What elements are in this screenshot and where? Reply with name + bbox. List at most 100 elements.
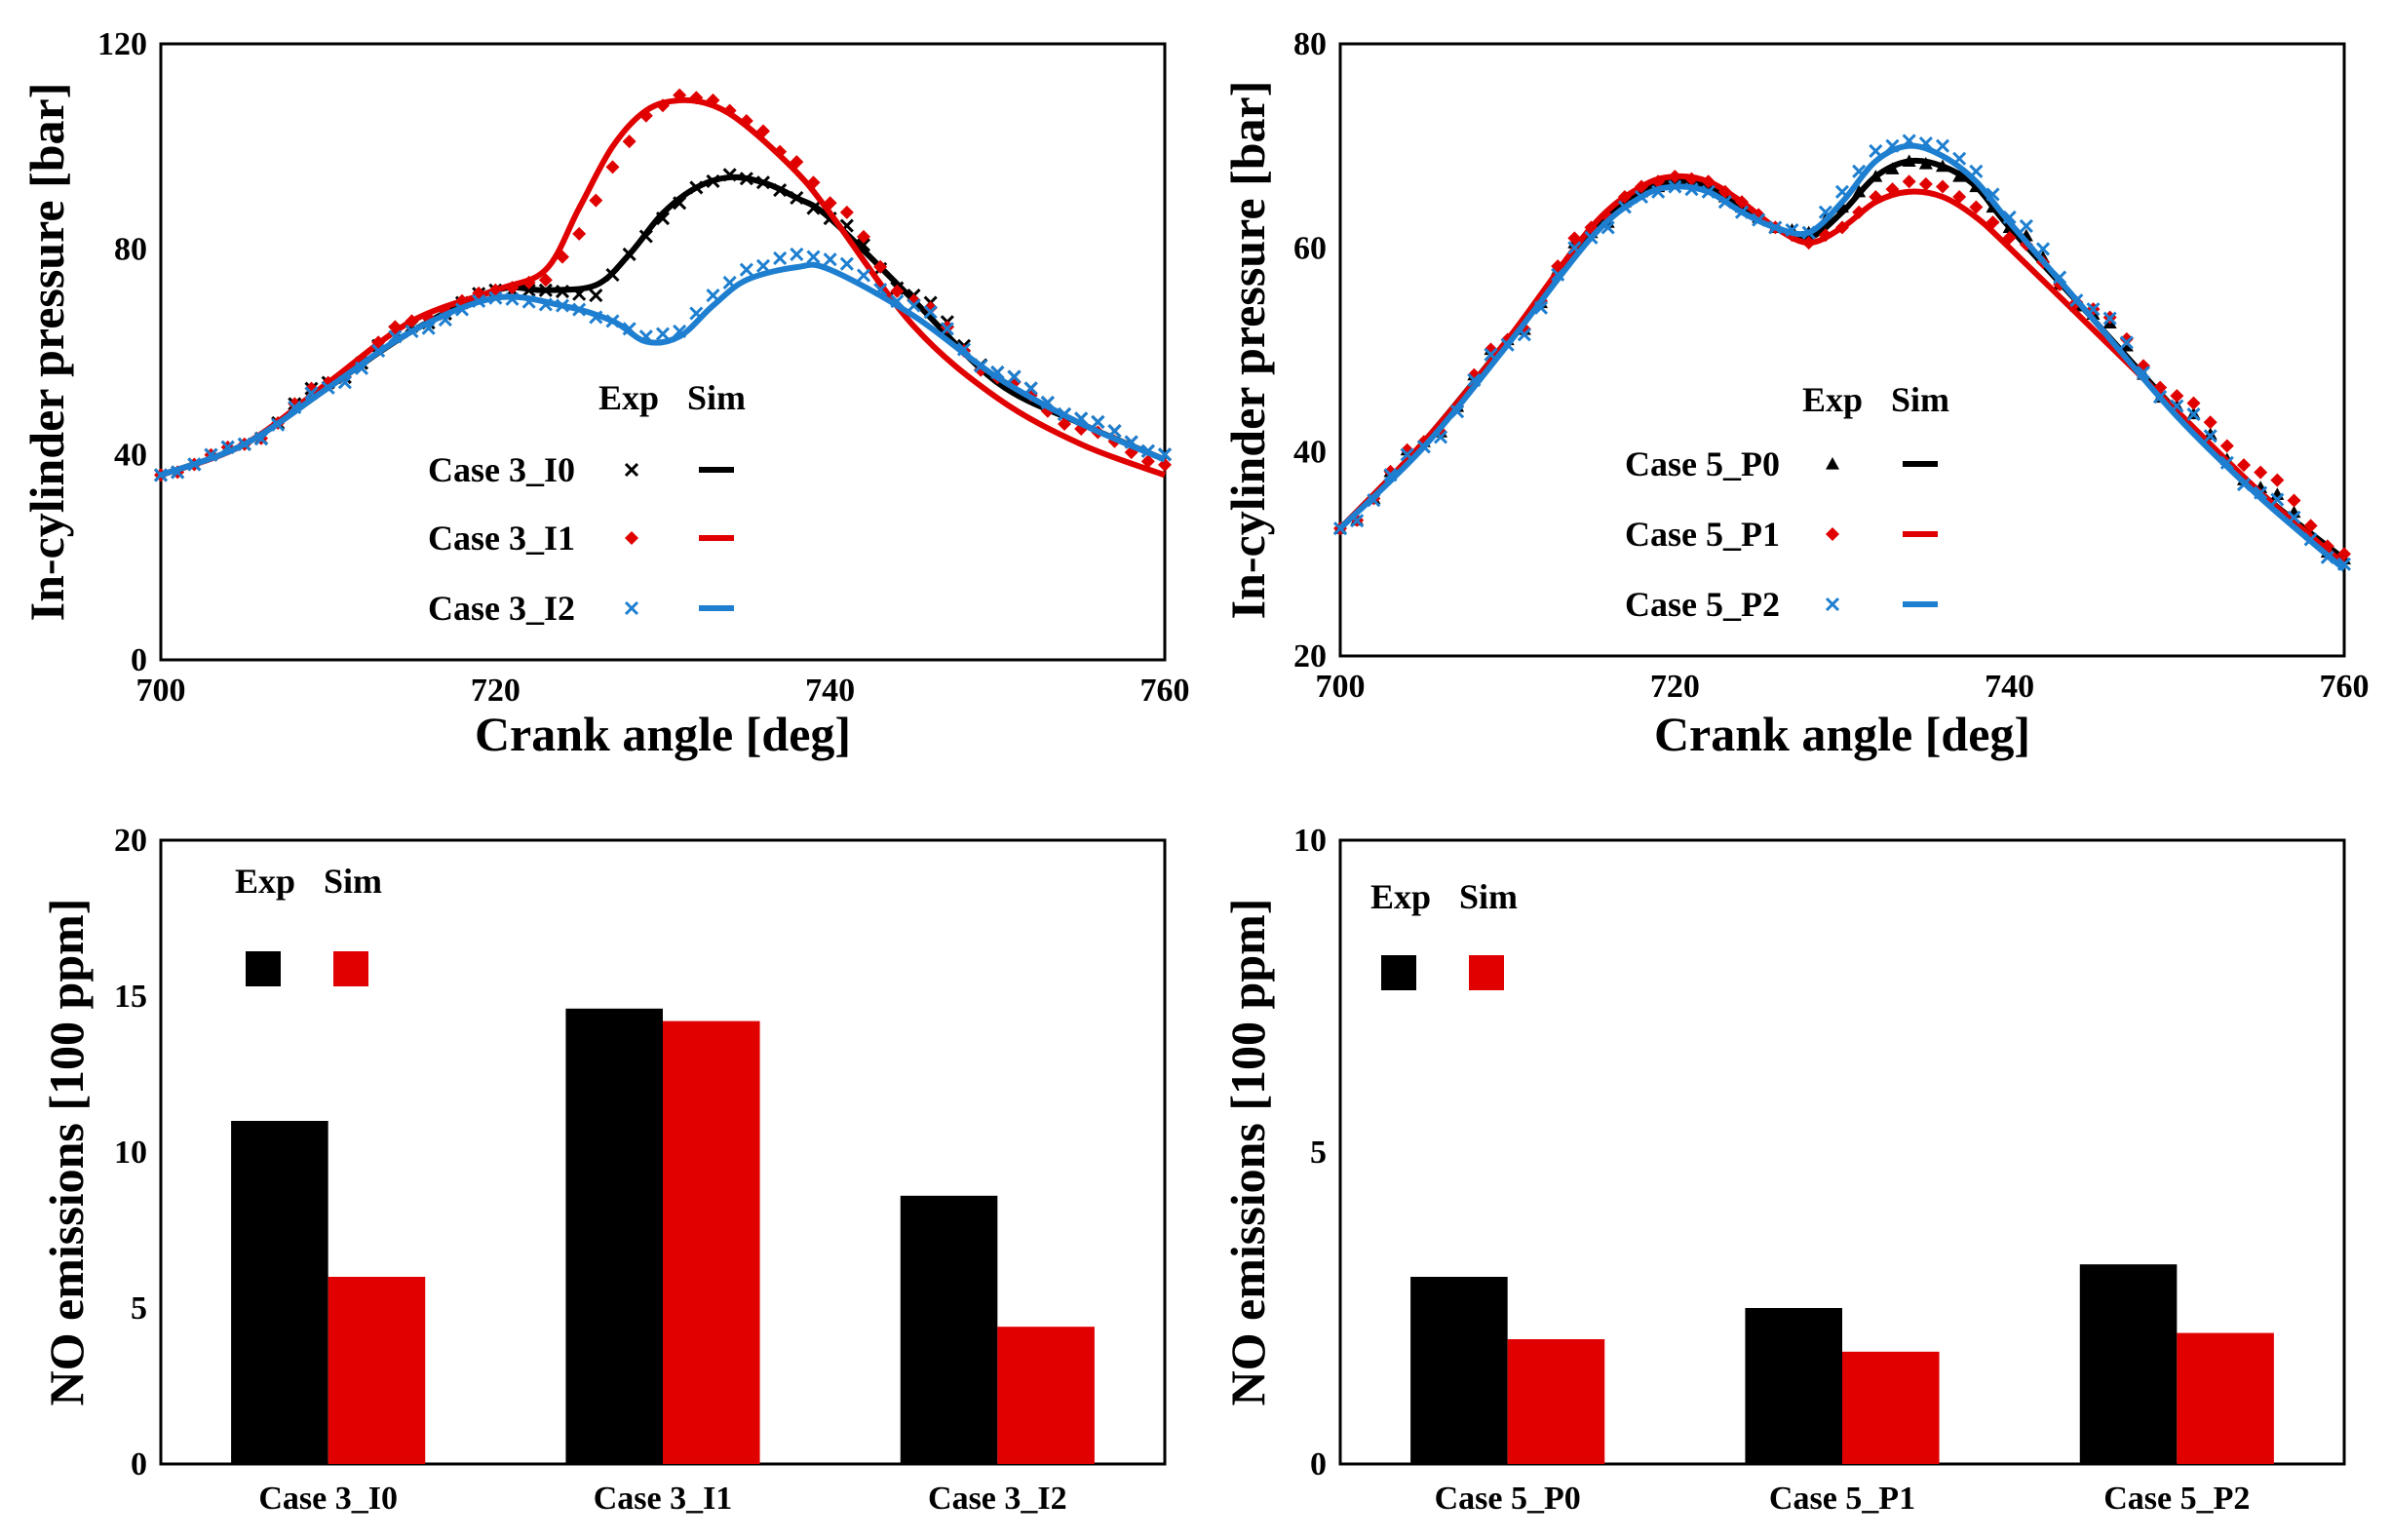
exp-point	[2287, 493, 2301, 508]
x-tick-label: 740	[1985, 669, 2034, 705]
exp-point	[2203, 415, 2217, 430]
sim-line	[1337, 173, 2346, 567]
legend-marker	[1826, 527, 1839, 541]
legend-marker	[625, 531, 638, 545]
legend-header: Sim	[324, 862, 382, 901]
sim-line	[159, 173, 1167, 479]
exp-point	[2119, 331, 2134, 346]
y-axis-title: NO emissions [100 ppm]	[1220, 899, 1275, 1406]
exp-point	[839, 256, 854, 271]
bar-exp-case-3_i0	[231, 1121, 328, 1464]
y-tick-label: 40	[1293, 435, 1327, 471]
exp-point	[823, 252, 837, 267]
no-emissions-chart-case5: 0 5 10 NO emissions [100 ppm] Case 5_P0 Case …	[1220, 823, 2346, 1517]
exp-point	[906, 298, 921, 313]
legend-label: Case 5_P0	[1625, 444, 1780, 483]
y-tick-label: 80	[1293, 26, 1327, 62]
legend-label: Case 3_I2	[428, 589, 575, 628]
exp-point	[605, 160, 620, 174]
bar-exp-case-5_p1	[1745, 1308, 1842, 1464]
legend-marker	[624, 462, 639, 478]
exp-point	[2170, 389, 2184, 404]
exp-point	[857, 229, 870, 244]
legend-marker	[1826, 457, 1839, 470]
y-tick-label: 0	[131, 1446, 147, 1482]
y-tick-label: 120	[97, 26, 147, 62]
series-case-3_i2	[153, 247, 1173, 482]
legend: Exp Sim Case 3_I0 Case 3_I1 Case 3_I2	[428, 378, 746, 628]
y-tick-label: 5	[1310, 1135, 1327, 1171]
x-axis-title: Crank angle [deg]	[475, 707, 851, 761]
exp-point	[1918, 176, 1933, 191]
category-label: Case 5_P2	[2103, 1481, 2250, 1517]
exp-point	[2119, 335, 2134, 350]
plot-frame	[1338, 42, 2346, 658]
exp-point	[856, 268, 871, 283]
exp-point	[2186, 407, 2201, 422]
exp-point	[1969, 200, 1984, 214]
exp-point	[923, 300, 938, 315]
series-case-3_i1	[154, 88, 1172, 482]
category-label: Case 3_I2	[928, 1481, 1067, 1517]
x-tick-label: 720	[1650, 669, 1700, 705]
legend-header: Exp	[1370, 877, 1431, 916]
y-tick-label: 10	[1293, 823, 1327, 859]
exp-point	[2102, 311, 2117, 326]
series-case-3_i0	[153, 168, 1173, 482]
exp-point	[773, 250, 788, 265]
legend: Exp Sim Case 5_P0 Case 5_P1 Case 5_P2	[1625, 380, 1949, 624]
legend-header: Sim	[1891, 380, 1949, 419]
exp-point	[1058, 416, 1071, 431]
y-axis-title: In-cylinder pressure [bar]	[1220, 81, 1275, 620]
x-tick-label: 700	[136, 673, 186, 709]
exp-point	[589, 289, 603, 303]
x-tick-label: 760	[1140, 673, 1190, 709]
exp-point	[755, 258, 771, 273]
exp-point	[2019, 218, 2033, 233]
legend-label: Case 5_P2	[1625, 585, 1780, 624]
category-label: Case 5_P1	[1769, 1481, 1915, 1517]
legend-swatch	[333, 951, 368, 986]
sim-line	[159, 96, 1167, 479]
exp-point	[790, 247, 804, 261]
x-axis-title: Crank angle [deg]	[1654, 707, 2030, 761]
exp-point	[2203, 429, 2217, 443]
exp-point	[2337, 547, 2351, 561]
legend-swatch	[1469, 955, 1504, 990]
pressure-chart-case3: 700 720 740 760 0 40 80 120 Crank angle [deg] In-…	[19, 26, 1190, 761]
y-tick-label: 40	[114, 437, 147, 473]
y-tick-label: 20	[1293, 638, 1327, 674]
series-case-5_p1	[1333, 170, 2351, 567]
category-label: Case 3_I0	[258, 1481, 398, 1517]
exp-point	[2254, 465, 2268, 480]
exp-point	[940, 322, 954, 336]
plot-frame	[159, 42, 1167, 662]
exp-point	[2219, 439, 2234, 453]
bar-exp-case-3_i1	[565, 1008, 663, 1464]
bar-sim-case-3_i0	[328, 1277, 426, 1464]
x-tick-label: 760	[2320, 669, 2370, 705]
bar-sim-case-5_p2	[2177, 1332, 2274, 1464]
y-axis-title: In-cylinder pressure [bar]	[19, 83, 74, 622]
y-axis-title: NO emissions [100 ppm]	[39, 899, 94, 1406]
exp-point	[1091, 414, 1105, 430]
bar-sim-case-5_p0	[1507, 1339, 1605, 1464]
exp-point	[2237, 458, 2251, 473]
legend: Exp Sim	[235, 862, 382, 986]
exp-point	[655, 327, 671, 341]
sim-line	[1337, 142, 2346, 572]
exp-point	[873, 259, 888, 274]
bar-sim-case-5_p1	[1842, 1351, 1940, 1464]
pressure-chart-case5: 700 720 740 760 20 40 60 80 Crank angle [deg] In-…	[1220, 26, 2370, 761]
category-label: Case 5_P0	[1435, 1481, 1581, 1517]
category-label: Case 3_I1	[594, 1481, 733, 1517]
exp-point	[2270, 492, 2285, 507]
exp-point	[806, 250, 821, 264]
legend-marker	[1825, 597, 1840, 612]
exp-point	[589, 193, 603, 208]
exp-point	[1902, 174, 1916, 189]
y-tick-label: 20	[114, 823, 147, 859]
exp-point	[739, 262, 753, 277]
no-emissions-chart-case3: 0 5 10 15 20 NO emissions [100 ppm] Case 3_I0 C…	[39, 823, 1167, 1517]
